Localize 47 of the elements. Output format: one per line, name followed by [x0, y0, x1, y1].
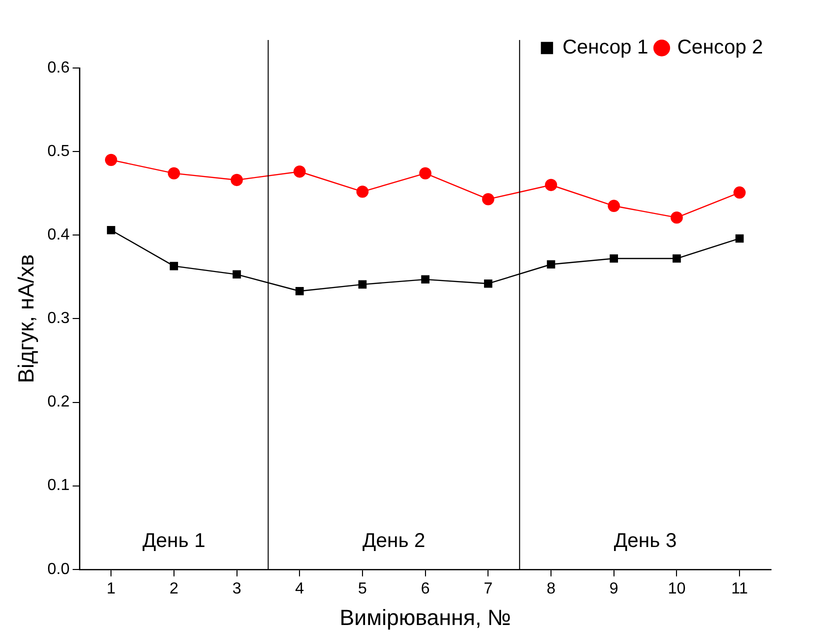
- y-tick-label: 0.5: [47, 142, 70, 160]
- legend-label: Сенсор 1: [562, 36, 648, 59]
- point: [294, 166, 306, 178]
- x-tick-label: 9: [609, 580, 618, 598]
- y-tick-label: 0.2: [47, 394, 70, 411]
- annotation: День 1: [142, 530, 206, 552]
- x-tick-label: 1: [106, 580, 116, 598]
- point: [421, 275, 430, 284]
- x-tick-label: 5: [358, 580, 368, 598]
- x-axis-title: Вимірювання, №: [340, 604, 512, 630]
- point: [608, 200, 620, 212]
- point: [168, 167, 180, 180]
- point: [295, 286, 304, 296]
- y-tick-label: 0.3: [47, 310, 70, 328]
- x-tick-label: 4: [295, 580, 304, 598]
- point: [670, 211, 683, 224]
- point: [356, 186, 369, 198]
- point: [544, 178, 558, 192]
- point: [672, 254, 681, 263]
- annotation: День 2: [362, 530, 426, 552]
- y-tick-label: 0.0: [47, 560, 70, 578]
- x-tick-label: 2: [169, 580, 178, 598]
- x-tick-label: 10: [668, 580, 686, 598]
- point: [170, 262, 178, 270]
- point: [735, 234, 744, 243]
- point: [358, 280, 367, 289]
- point: [419, 167, 432, 180]
- y-tick-label: 0.6: [47, 59, 70, 76]
- point: [482, 193, 494, 206]
- x-tick-label: 11: [731, 580, 748, 598]
- x-tick-label: 3: [232, 580, 242, 598]
- point: [484, 279, 492, 288]
- x-tick-label: 7: [484, 580, 493, 598]
- x-tick-label: 6: [420, 580, 430, 598]
- point: [106, 226, 116, 234]
- point: [546, 260, 556, 269]
- point: [232, 270, 241, 279]
- point: [610, 254, 618, 263]
- legend-label: Сенсор 2: [677, 36, 764, 59]
- y-tick-label: 0.4: [47, 226, 70, 244]
- point: [104, 154, 118, 166]
- y-axis-title: Відгук, нА/хв: [13, 254, 38, 384]
- point: [230, 174, 243, 186]
- point: [733, 186, 746, 199]
- annotation: День 3: [614, 530, 677, 552]
- y-tick-label: 0.1: [47, 477, 70, 494]
- x-tick-label: 8: [546, 580, 556, 598]
